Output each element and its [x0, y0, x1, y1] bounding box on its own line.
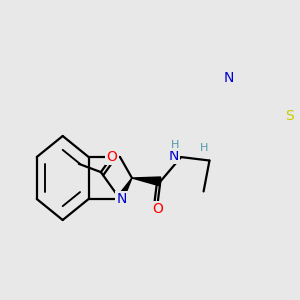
Text: S: S	[285, 110, 294, 123]
Polygon shape	[118, 178, 132, 202]
Text: H: H	[171, 140, 180, 150]
Text: N: N	[116, 192, 127, 206]
Text: H: H	[200, 142, 208, 152]
Text: O: O	[106, 150, 117, 164]
Polygon shape	[132, 177, 160, 186]
Text: N: N	[169, 149, 179, 163]
Text: O: O	[152, 202, 163, 216]
Text: N: N	[224, 71, 234, 85]
